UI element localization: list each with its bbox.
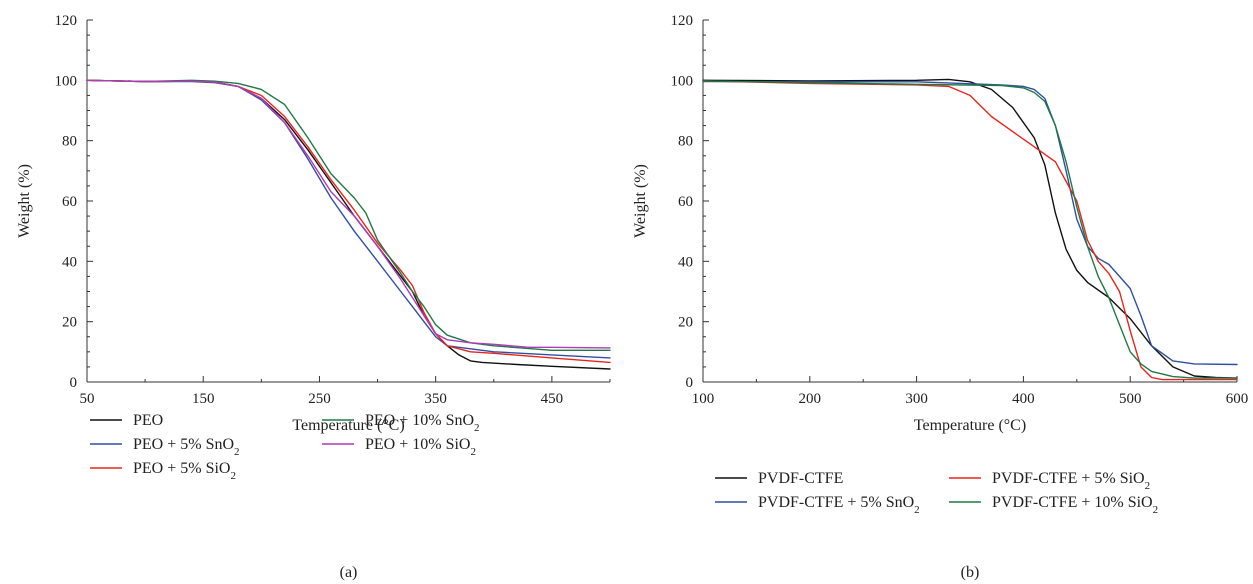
panel-label: (b) [961, 564, 980, 581]
legend-label: PVDF-CTFE [758, 470, 843, 487]
y-tick-label: 80 [678, 134, 693, 150]
legend-label: PVDF-CTFE + 5% SnO2 [758, 494, 920, 516]
x-tick-label: 150 [192, 391, 215, 407]
series-line [86, 79, 611, 359]
y-tick-label: 100 [55, 73, 78, 89]
x-tick-label: 50 [80, 391, 95, 407]
legend-label: PEO + 5% SiO2 [133, 460, 236, 482]
x-tick-label: 450 [541, 391, 564, 407]
legend-label: PEO + 10% SnO2 [365, 412, 480, 434]
legend-label: PVDF-CTFE + 10% SiO2 [992, 494, 1158, 516]
x-axis-title: Temperature (°C) [914, 417, 1026, 434]
x-tick-label: 250 [308, 391, 331, 407]
y-tick-label: 0 [686, 375, 694, 391]
legend-label: PEO [133, 412, 163, 429]
y-tick-label: 40 [62, 254, 77, 270]
legend-label: PEO + 5% SnO2 [133, 436, 240, 458]
y-axis-title: Weight (%) [16, 164, 33, 238]
x-tick-label: 200 [799, 391, 822, 407]
x-tick-label: 400 [1012, 391, 1035, 407]
y-tick-label: 60 [678, 194, 693, 210]
legend-label: PEO + 10% SiO2 [365, 436, 476, 458]
chart-panel-a: 0 20 40 60 80 100 120 50 150 250 350 450 Temperature… [16, 13, 611, 581]
series-line [702, 80, 1238, 379]
y-tick-label: 20 [678, 315, 693, 331]
y-tick-label: 20 [62, 315, 77, 331]
y-tick-label: 0 [70, 375, 78, 391]
y-tick-label: 80 [62, 134, 77, 150]
x-axis-title: Temperature (°C) [292, 417, 404, 434]
y-tick-label: 60 [62, 194, 77, 210]
y-tick-label: 120 [55, 13, 78, 29]
series-line [702, 80, 1238, 381]
y-tick-label: 100 [671, 73, 694, 89]
series-line [86, 79, 611, 364]
series-line [86, 79, 611, 370]
series-line [702, 80, 1238, 366]
y-tick-label: 40 [678, 254, 693, 270]
x-tick-label: 350 [424, 391, 447, 407]
x-tick-label: 100 [692, 391, 715, 407]
x-tick-label: 300 [905, 391, 928, 407]
panel-label: (a) [340, 564, 358, 581]
chart-panel-b: 0 20 40 60 80 100 120 100 200 300 400 500 600 Tempera… [632, 13, 1248, 581]
series-line [86, 79, 611, 351]
x-tick-label: 600 [1226, 391, 1249, 407]
y-axis-title: Weight (%) [632, 164, 649, 238]
series-line [702, 78, 1238, 379]
series-line [86, 79, 611, 349]
legend-label: PVDF-CTFE + 5% SiO2 [992, 470, 1150, 492]
y-tick-label: 120 [671, 13, 694, 29]
x-tick-label: 500 [1119, 391, 1142, 407]
